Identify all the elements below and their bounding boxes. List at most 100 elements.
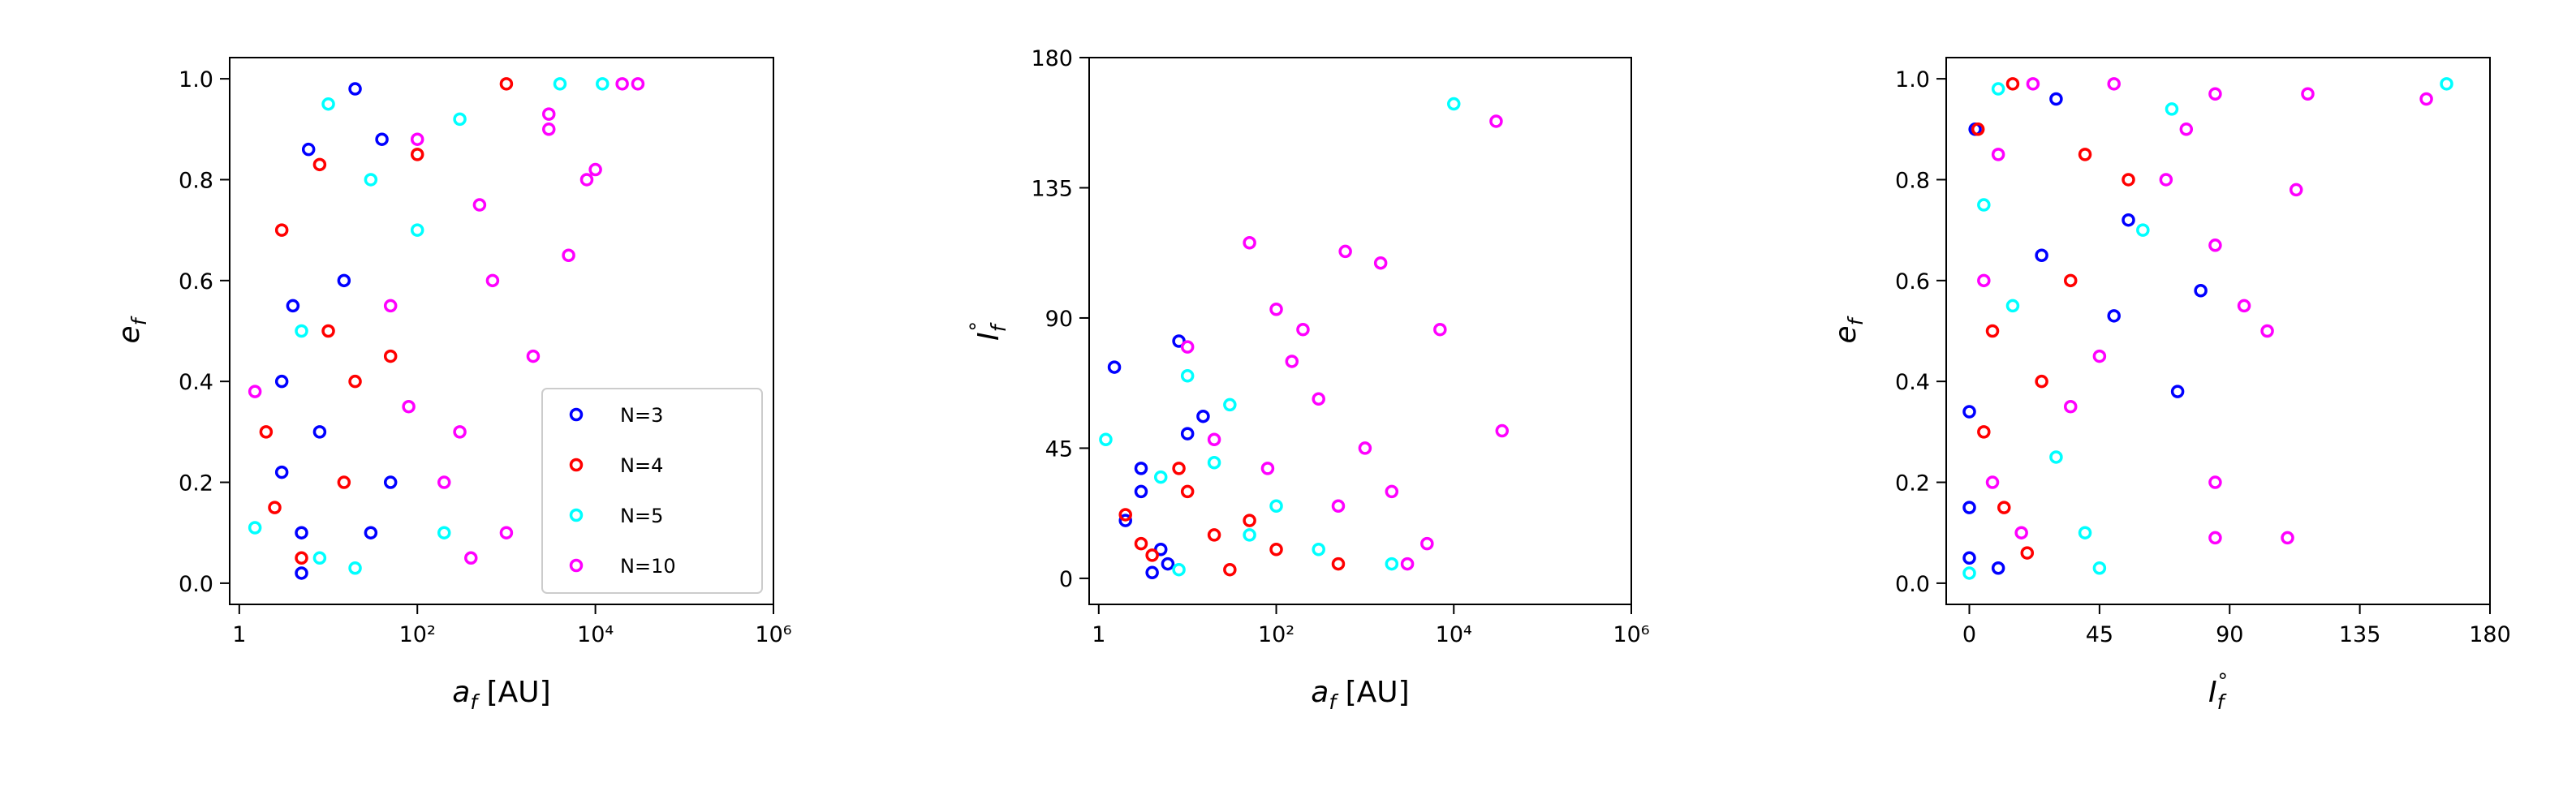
y-tick-label: 135 <box>1031 176 1073 201</box>
x-tick-label: 10² <box>1258 622 1294 647</box>
axes-frame <box>1088 57 1632 605</box>
point <box>2107 309 2121 323</box>
point <box>1180 427 1195 441</box>
point <box>1977 425 1991 439</box>
point <box>542 122 556 136</box>
point <box>1962 405 1976 419</box>
x-tick-label: 135 <box>2339 622 2381 647</box>
point <box>1269 499 1283 514</box>
point <box>2005 77 2020 91</box>
point <box>499 526 514 539</box>
point <box>383 299 398 313</box>
point <box>1223 562 1237 577</box>
point <box>1180 484 1195 499</box>
point <box>1269 303 1283 316</box>
point <box>337 475 351 489</box>
point <box>1118 514 1132 527</box>
point <box>402 400 416 414</box>
point <box>337 273 351 288</box>
label-main: e <box>113 325 146 343</box>
label-rest: [AU] <box>477 676 551 709</box>
point <box>274 223 289 237</box>
label-sub: f <box>987 322 1010 332</box>
x-tick-label: 10² <box>399 622 436 647</box>
point <box>2208 239 2222 252</box>
legend-marker <box>569 458 584 472</box>
y-tick-label: 0.8 <box>179 168 213 193</box>
point <box>2165 102 2179 116</box>
point <box>1180 369 1195 383</box>
point <box>1991 82 2005 96</box>
point <box>1420 536 1434 551</box>
point <box>499 77 514 91</box>
point <box>1433 322 1447 337</box>
point <box>312 551 327 565</box>
point <box>1373 256 1388 270</box>
point <box>1447 97 1461 111</box>
legend-marker <box>569 508 584 522</box>
point <box>596 77 610 91</box>
point <box>588 162 602 177</box>
point <box>1161 557 1175 571</box>
point <box>1312 542 1325 557</box>
label-main: I <box>972 332 1006 341</box>
point <box>321 97 335 111</box>
point <box>1400 557 1415 571</box>
point <box>1997 501 2011 514</box>
point <box>1358 441 1372 455</box>
point <box>1296 322 1310 337</box>
point <box>2179 122 2194 136</box>
point <box>2063 273 2078 288</box>
y-axis-label: ef <box>113 316 151 343</box>
point <box>1977 198 1991 212</box>
point <box>1145 565 1159 580</box>
point <box>526 349 541 363</box>
point <box>1331 557 1346 571</box>
point <box>383 475 398 489</box>
y-tick-label: 0.4 <box>1895 370 1930 395</box>
point <box>2208 475 2222 489</box>
y-axis-label: ef <box>1829 316 1867 343</box>
point <box>579 173 594 187</box>
point <box>1977 273 1991 288</box>
point <box>2419 92 2433 106</box>
point <box>1971 122 1985 136</box>
point <box>453 112 467 127</box>
point <box>295 324 308 338</box>
point <box>375 132 389 146</box>
point <box>1385 557 1399 571</box>
point <box>1099 432 1113 446</box>
point <box>1207 528 1221 542</box>
point <box>348 561 362 575</box>
y-tick-label: 180 <box>1031 46 1073 71</box>
x-axis-label: af [AU] <box>452 676 550 714</box>
point <box>1489 114 1503 128</box>
point <box>1145 548 1159 562</box>
point <box>364 526 378 539</box>
point <box>2237 299 2251 313</box>
y-tick-label: 1.0 <box>179 67 213 92</box>
point <box>615 77 629 91</box>
point <box>321 324 335 338</box>
point <box>2301 87 2315 101</box>
point <box>1269 542 1283 557</box>
point <box>312 425 327 439</box>
point <box>1118 508 1132 522</box>
point <box>2107 77 2121 91</box>
point <box>248 521 262 535</box>
point <box>1962 566 1976 580</box>
point <box>274 374 289 389</box>
legend-marker <box>569 558 584 573</box>
x-tick-label: 10⁶ <box>1613 622 1649 647</box>
y-tick-label: 0 <box>1059 567 1073 592</box>
point <box>542 107 556 121</box>
point <box>1331 499 1346 514</box>
point <box>2208 87 2222 101</box>
y-tick-label: 0.4 <box>179 370 213 395</box>
point <box>259 425 274 439</box>
x-tick-label: 1 <box>1092 622 1105 647</box>
label-sup: ° <box>966 321 989 332</box>
point <box>2440 77 2453 91</box>
point <box>1985 475 2000 489</box>
point <box>464 551 478 565</box>
